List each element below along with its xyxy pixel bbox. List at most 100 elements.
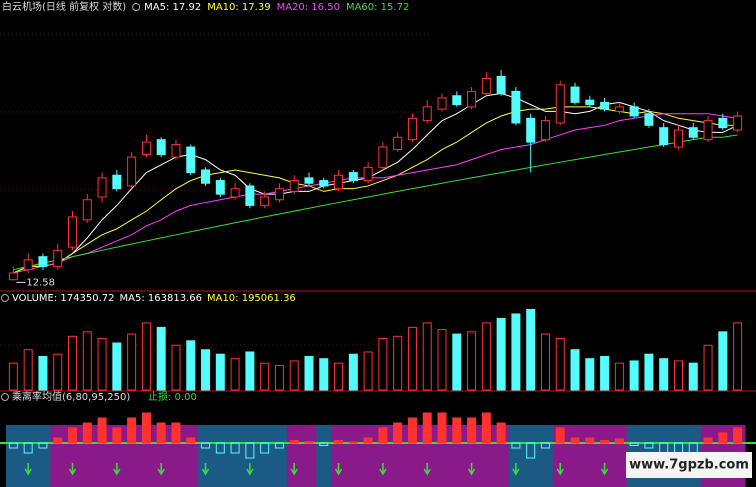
candle-body [68,216,78,248]
volume-bar [215,353,225,391]
volume-bar [245,351,255,391]
bias-bar [68,427,78,444]
volume-bar [407,326,417,391]
volume-bar [230,358,240,391]
candle-body [38,256,48,267]
bias-bar [733,427,743,444]
bias-bar [452,417,462,444]
volume-bar [555,338,565,391]
volume-bar [363,351,373,391]
candle-body [260,196,270,206]
legend-entry: MA10: 17.39 [207,2,270,13]
signal-arrow [157,463,165,476]
zone-band [198,425,214,487]
signal-arrow [423,463,431,476]
bias-bar [230,442,240,454]
volume-bar [422,322,432,391]
zone-band [50,425,66,487]
bias-bar [23,442,33,454]
zone-band [331,425,347,487]
volume-bar [53,353,63,391]
volume-bar [585,358,595,391]
candle-body [629,106,639,117]
bias-bar [614,438,624,444]
candle-body [141,141,151,156]
zone-band [523,425,539,487]
bias-bar [407,417,417,444]
volume-bar [378,338,388,391]
volume-header: MA10: 195061.36 [207,293,296,304]
zone-band [20,425,37,487]
volume-bar [629,360,639,391]
candle-body [82,199,92,221]
ma-line [13,134,738,271]
bias-bar [467,417,477,444]
volume-bar [703,344,713,391]
candle-body [215,180,225,195]
candle-body [393,136,403,151]
indicator-annotation: 止损: 0.00 [148,390,197,403]
zone-band [227,425,243,487]
header-icon [1,393,9,401]
candle-body [585,99,595,106]
candle-body [659,127,669,146]
header-icon [1,294,9,302]
candle-body [156,139,166,156]
volume-bar [452,333,462,391]
signal-arrow [113,463,121,476]
candle-body [703,120,713,141]
volume-bar [511,313,521,391]
volume-bar [82,331,92,391]
zone-band [257,425,273,487]
volume-bar [496,317,506,391]
candle-body [186,146,196,174]
candle-body [334,174,344,190]
candle-body [245,185,255,206]
signal-arrow [246,463,254,476]
candle-body [733,115,743,131]
volume-bar [186,340,196,391]
bias-bar [348,441,358,444]
bias-bar [540,442,550,449]
volume-bar [393,335,403,391]
ma-line [13,113,738,274]
signal-arrow [290,463,298,476]
volume-bar [733,322,743,391]
volume-bar [348,353,358,391]
bias-bar [629,442,639,446]
bias-bar [437,412,447,444]
candle-body [319,180,329,187]
volume-bar [8,362,18,391]
volume-bar [540,333,550,391]
zone-band [212,425,229,487]
indicator-title: 乘离率均值(6,80,95,250) [12,390,130,403]
volume-bar [127,333,137,391]
zone-band [6,425,22,487]
zone-band [597,425,613,487]
candle-body [304,177,314,184]
candle-body [348,172,358,182]
signal-arrow [512,463,520,476]
candle-body [688,127,698,138]
bias-bar [53,437,63,444]
watermark-box [626,452,752,478]
candle-body [53,249,63,267]
signal-arrow [556,463,564,476]
volume-bar [688,362,698,391]
bias-bar [511,442,521,449]
candle-body [570,86,580,103]
candle-body [467,90,477,108]
candle-body [555,84,565,124]
bias-bar [319,442,329,446]
bias-bar [570,437,580,444]
zone-band [316,425,332,487]
zone-band [345,425,362,487]
zone-band [272,425,288,487]
bias-bar [334,440,344,444]
candle-body [8,272,18,281]
watermark: www.7gpzb.com [629,458,749,473]
volume-bar [304,355,314,391]
volume-bar [97,338,107,391]
candle-body [274,188,284,201]
volume-bar [526,308,536,391]
